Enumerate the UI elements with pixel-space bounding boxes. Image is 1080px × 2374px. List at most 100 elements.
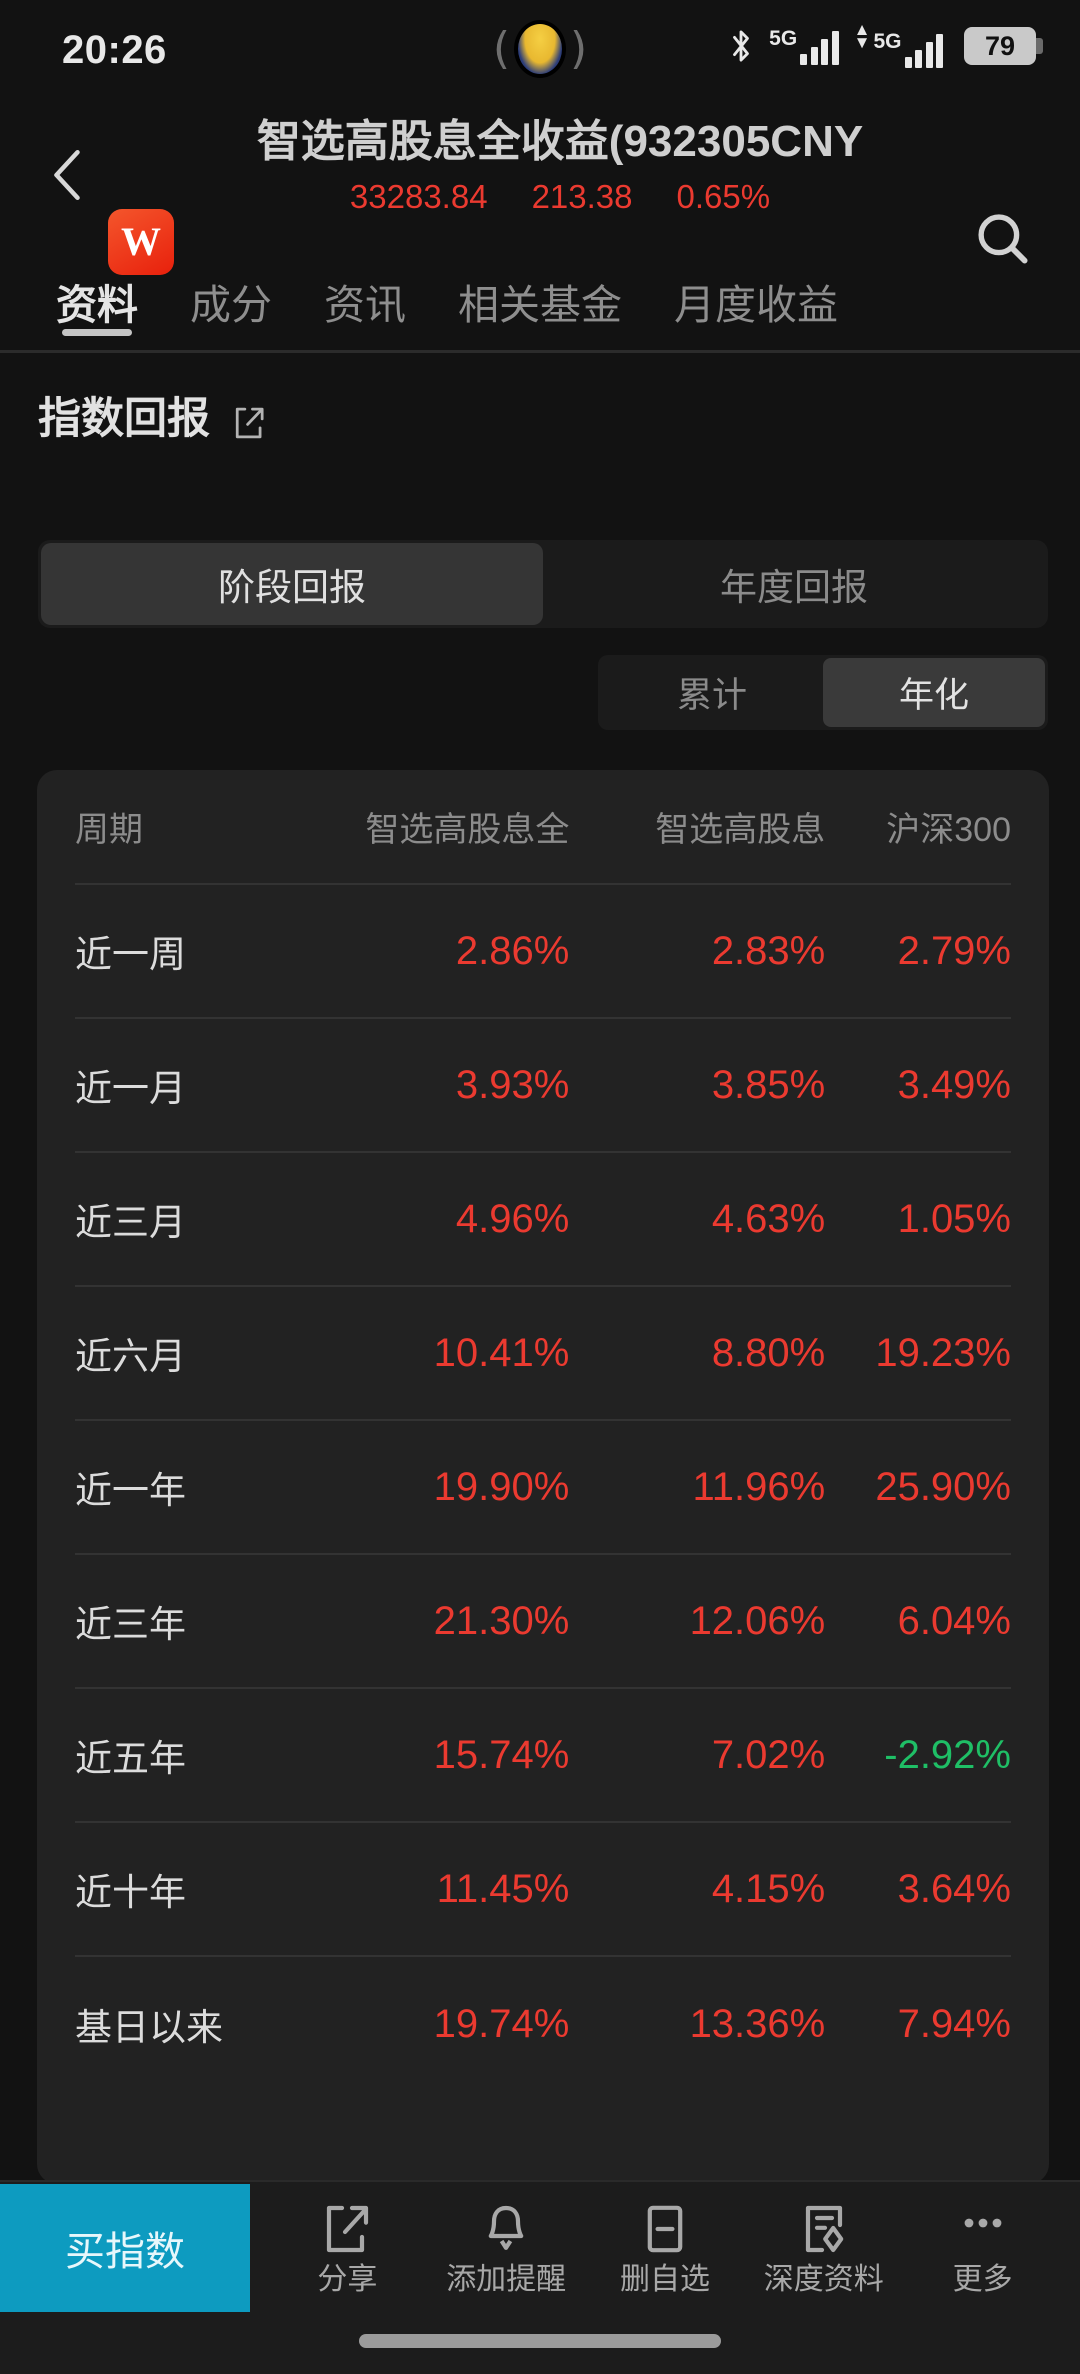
row-value-1: 10.41%	[433, 1330, 570, 1375]
tab-chengfen[interactable]: 成分	[164, 252, 298, 350]
segment-label: 年化	[898, 676, 969, 715]
bluetooth-icon	[733, 30, 750, 62]
battery-icon: 79	[964, 27, 1043, 65]
action-label: 更多	[952, 2262, 1013, 2296]
status-bar-clock: 20:26	[62, 28, 167, 72]
row-value-2: 2.83%	[711, 928, 826, 973]
action-deep-data[interactable]: 深度资料	[749, 2202, 899, 2295]
row-value-3: 1.05%	[897, 1196, 1011, 1241]
cumulative-annualized-segmented-control: 累计 年化	[598, 655, 1048, 730]
camera-notch: ( )	[470, 18, 610, 80]
home-indicator[interactable]	[359, 2334, 721, 2348]
action-share[interactable]: 分享	[272, 2202, 422, 2295]
battery-percent-label: 79	[984, 30, 1016, 61]
header-period: 周期	[75, 811, 143, 849]
header-col-2: 智选高股息	[655, 811, 826, 849]
tab-label: 成分	[190, 282, 272, 328]
status-bar-icons: 5G ▲ ▼ 5G 79	[728, 20, 1043, 70]
header-col-3: 沪深300	[886, 811, 1011, 849]
row-period: 近三月	[75, 1202, 186, 1243]
front-camera-icon	[514, 20, 566, 78]
back-chevron-icon[interactable]	[46, 147, 88, 203]
tab-label: 资料	[56, 282, 138, 328]
sim1-network-label: 5G	[769, 26, 798, 50]
quote-summary: 33283.84 213.38 0.65%	[200, 177, 920, 217]
row-value-3: -2.92%	[884, 1732, 1011, 1777]
row-value-1: 19.74%	[433, 2001, 570, 2046]
notch-paren-right: )	[570, 23, 588, 74]
segment-annualized[interactable]: 年化	[823, 658, 1045, 727]
table-row: 近一周 2.86% 2.83% 2.79%	[75, 885, 1011, 1019]
page-title: 智选高股息全收益(932305CNY	[256, 117, 864, 166]
action-more[interactable]: 更多	[908, 2202, 1058, 2295]
row-value-1: 21.30%	[433, 1598, 570, 1643]
tab-ziliao[interactable]: 资料	[30, 252, 164, 350]
tab-yuedushouyi[interactable]: 月度收益	[648, 252, 864, 350]
segment-annual-return[interactable]: 年度回报	[543, 543, 1045, 625]
share-external-icon[interactable]	[232, 405, 266, 441]
table-row: 近一月 3.93% 3.85% 3.49%	[75, 1019, 1011, 1153]
row-value-2: 12.06%	[689, 1598, 826, 1643]
index-return-table: 周期 智选高股息全 智选高股息 沪深300 近一周 2.86% 2.83% 2.…	[37, 770, 1049, 2184]
buy-index-button[interactable]: 买指数	[0, 2184, 250, 2312]
tab-xiangguanjijin[interactable]: 相关基金	[432, 252, 648, 350]
row-value-3: 3.49%	[897, 1062, 1011, 1107]
row-value-1: 4.96%	[455, 1196, 570, 1241]
bottom-action-bar: 买指数 分享 添加提醒	[0, 2180, 1080, 2374]
notch-paren-left: (	[492, 23, 510, 74]
navigation-bar: W 智选高股息全收益(932305CNY 33283.84 213.38 0.6…	[0, 92, 1080, 275]
row-period: 基日以来	[75, 2007, 223, 2048]
search-icon[interactable]	[970, 207, 1036, 273]
tab-bar-divider	[0, 350, 1080, 353]
action-add-alert[interactable]: 添加提醒	[431, 2202, 581, 2295]
more-dots-icon	[959, 2202, 1007, 2256]
segment-cumulative[interactable]: 累计	[601, 658, 823, 727]
table-row: 近十年 11.45% 4.15% 3.64%	[75, 1823, 1011, 1957]
table-header-row: 周期 智选高股息全 智选高股息 沪深300	[75, 770, 1011, 885]
remove-watchlist-icon	[644, 2202, 686, 2256]
row-period: 近六月	[75, 1336, 186, 1377]
bottom-actions: 分享 添加提醒 删自选	[250, 2184, 1080, 2312]
row-value-3: 7.94%	[897, 2001, 1011, 2046]
header-col-1: 智选高股息全	[365, 811, 570, 849]
row-value-3: 19.23%	[875, 1330, 1011, 1375]
row-period: 近一月	[75, 1068, 186, 1109]
row-value-2: 8.80%	[711, 1330, 826, 1375]
action-label: 添加提醒	[446, 2262, 567, 2296]
segment-label: 阶段回报	[218, 567, 366, 608]
row-value-1: 19.90%	[433, 1464, 570, 1509]
tab-label: 相关基金	[458, 282, 622, 328]
index-change-percent: 0.65%	[676, 178, 771, 215]
index-change: 213.38	[531, 178, 633, 215]
status-bar: 20:26 ( ) 5G ▲ ▼ 5G 79	[0, 0, 1080, 92]
row-value-3: 2.79%	[897, 928, 1011, 973]
signal-sim1: 5G	[769, 28, 839, 65]
row-value-2: 7.02%	[711, 1732, 826, 1777]
data-transfer-arrows-icon: ▲ ▼	[853, 20, 871, 52]
row-value-2: 11.96%	[692, 1464, 826, 1509]
deep-data-icon	[801, 2202, 847, 2256]
table-row: 近三月 4.96% 4.63% 1.05%	[75, 1153, 1011, 1287]
row-value-1: 11.45%	[436, 1866, 570, 1911]
row-value-1: 3.93%	[455, 1062, 570, 1107]
table-row: 近五年 15.74% 7.02% -2.92%	[75, 1689, 1011, 1823]
row-value-3: 3.64%	[897, 1866, 1011, 1911]
table-row: 近六月 10.41% 8.80% 19.23%	[75, 1287, 1011, 1421]
action-label: 分享	[317, 2262, 378, 2296]
row-value-3: 6.04%	[897, 1598, 1011, 1643]
row-period: 近一周	[75, 934, 186, 975]
share-icon	[322, 2202, 372, 2256]
row-value-2: 3.85%	[711, 1062, 826, 1107]
tab-label: 月度收益	[674, 282, 838, 328]
sim1-signal-bars	[800, 30, 839, 65]
row-value-1: 15.74%	[433, 1732, 570, 1777]
tab-zixun[interactable]: 资讯	[298, 252, 432, 350]
action-remove-watchlist[interactable]: 删自选	[590, 2202, 740, 2295]
segment-label: 累计	[676, 676, 747, 715]
segment-stage-return[interactable]: 阶段回报	[41, 543, 543, 625]
signal-sim2: ▲ ▼ 5G	[853, 20, 943, 68]
row-period: 近三年	[75, 1604, 186, 1645]
return-type-segmented-control: 阶段回报 年度回报	[38, 540, 1048, 628]
tab-bar: 资料 成分 资讯 相关基金 月度收益	[0, 252, 1080, 350]
